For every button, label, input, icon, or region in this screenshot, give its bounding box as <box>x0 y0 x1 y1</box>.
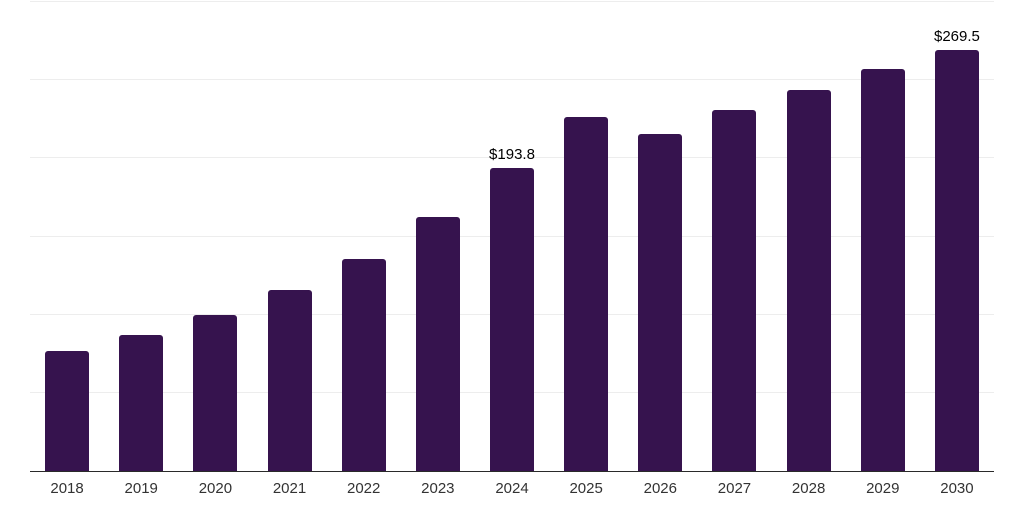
x-tick-label-2029: 2029 <box>866 480 900 497</box>
bar-2023 <box>415 217 460 471</box>
x-tick-label-2025: 2025 <box>569 480 603 497</box>
plot-area: $193.8 $269.5 <box>30 1 994 472</box>
x-tick-label-2024: 2024 <box>495 480 529 497</box>
bar-2024 <box>490 168 534 471</box>
x-tick-label-2021: 2021 <box>272 480 307 497</box>
bar-2020 <box>193 315 238 471</box>
gridline <box>30 79 994 81</box>
x-tick-label-2019: 2019 <box>124 480 158 497</box>
bar-2028 <box>786 90 831 471</box>
x-tick-label-2022: 2022 <box>347 480 381 497</box>
gridline <box>30 157 994 159</box>
x-axis-line <box>30 470 994 472</box>
bar-2026 <box>638 134 683 471</box>
bar-2019 <box>119 335 164 471</box>
bar-2030 <box>934 49 979 471</box>
x-tick-label-2020: 2020 <box>198 480 233 497</box>
x-tick-label-2023: 2023 <box>421 480 455 497</box>
bar-2029 <box>860 69 905 471</box>
x-tick-label-2018: 2018 <box>50 480 84 497</box>
bar-2025 <box>564 116 609 471</box>
x-tick-label-2030: 2030 <box>940 480 974 497</box>
x-tick-label-2026: 2026 <box>643 480 677 497</box>
x-tick-label-2028: 2028 <box>791 480 826 497</box>
gridline <box>30 1 994 2</box>
bar-value-label-2030: $269.5 <box>933 27 980 45</box>
bar-2027 <box>712 109 757 471</box>
bar-2018 <box>45 351 90 471</box>
x-tick-label-2027: 2027 <box>717 480 752 497</box>
bar-value-label-2024: $193.8 <box>489 146 535 164</box>
bar-2021 <box>267 290 312 471</box>
bar-2022 <box>341 258 386 471</box>
